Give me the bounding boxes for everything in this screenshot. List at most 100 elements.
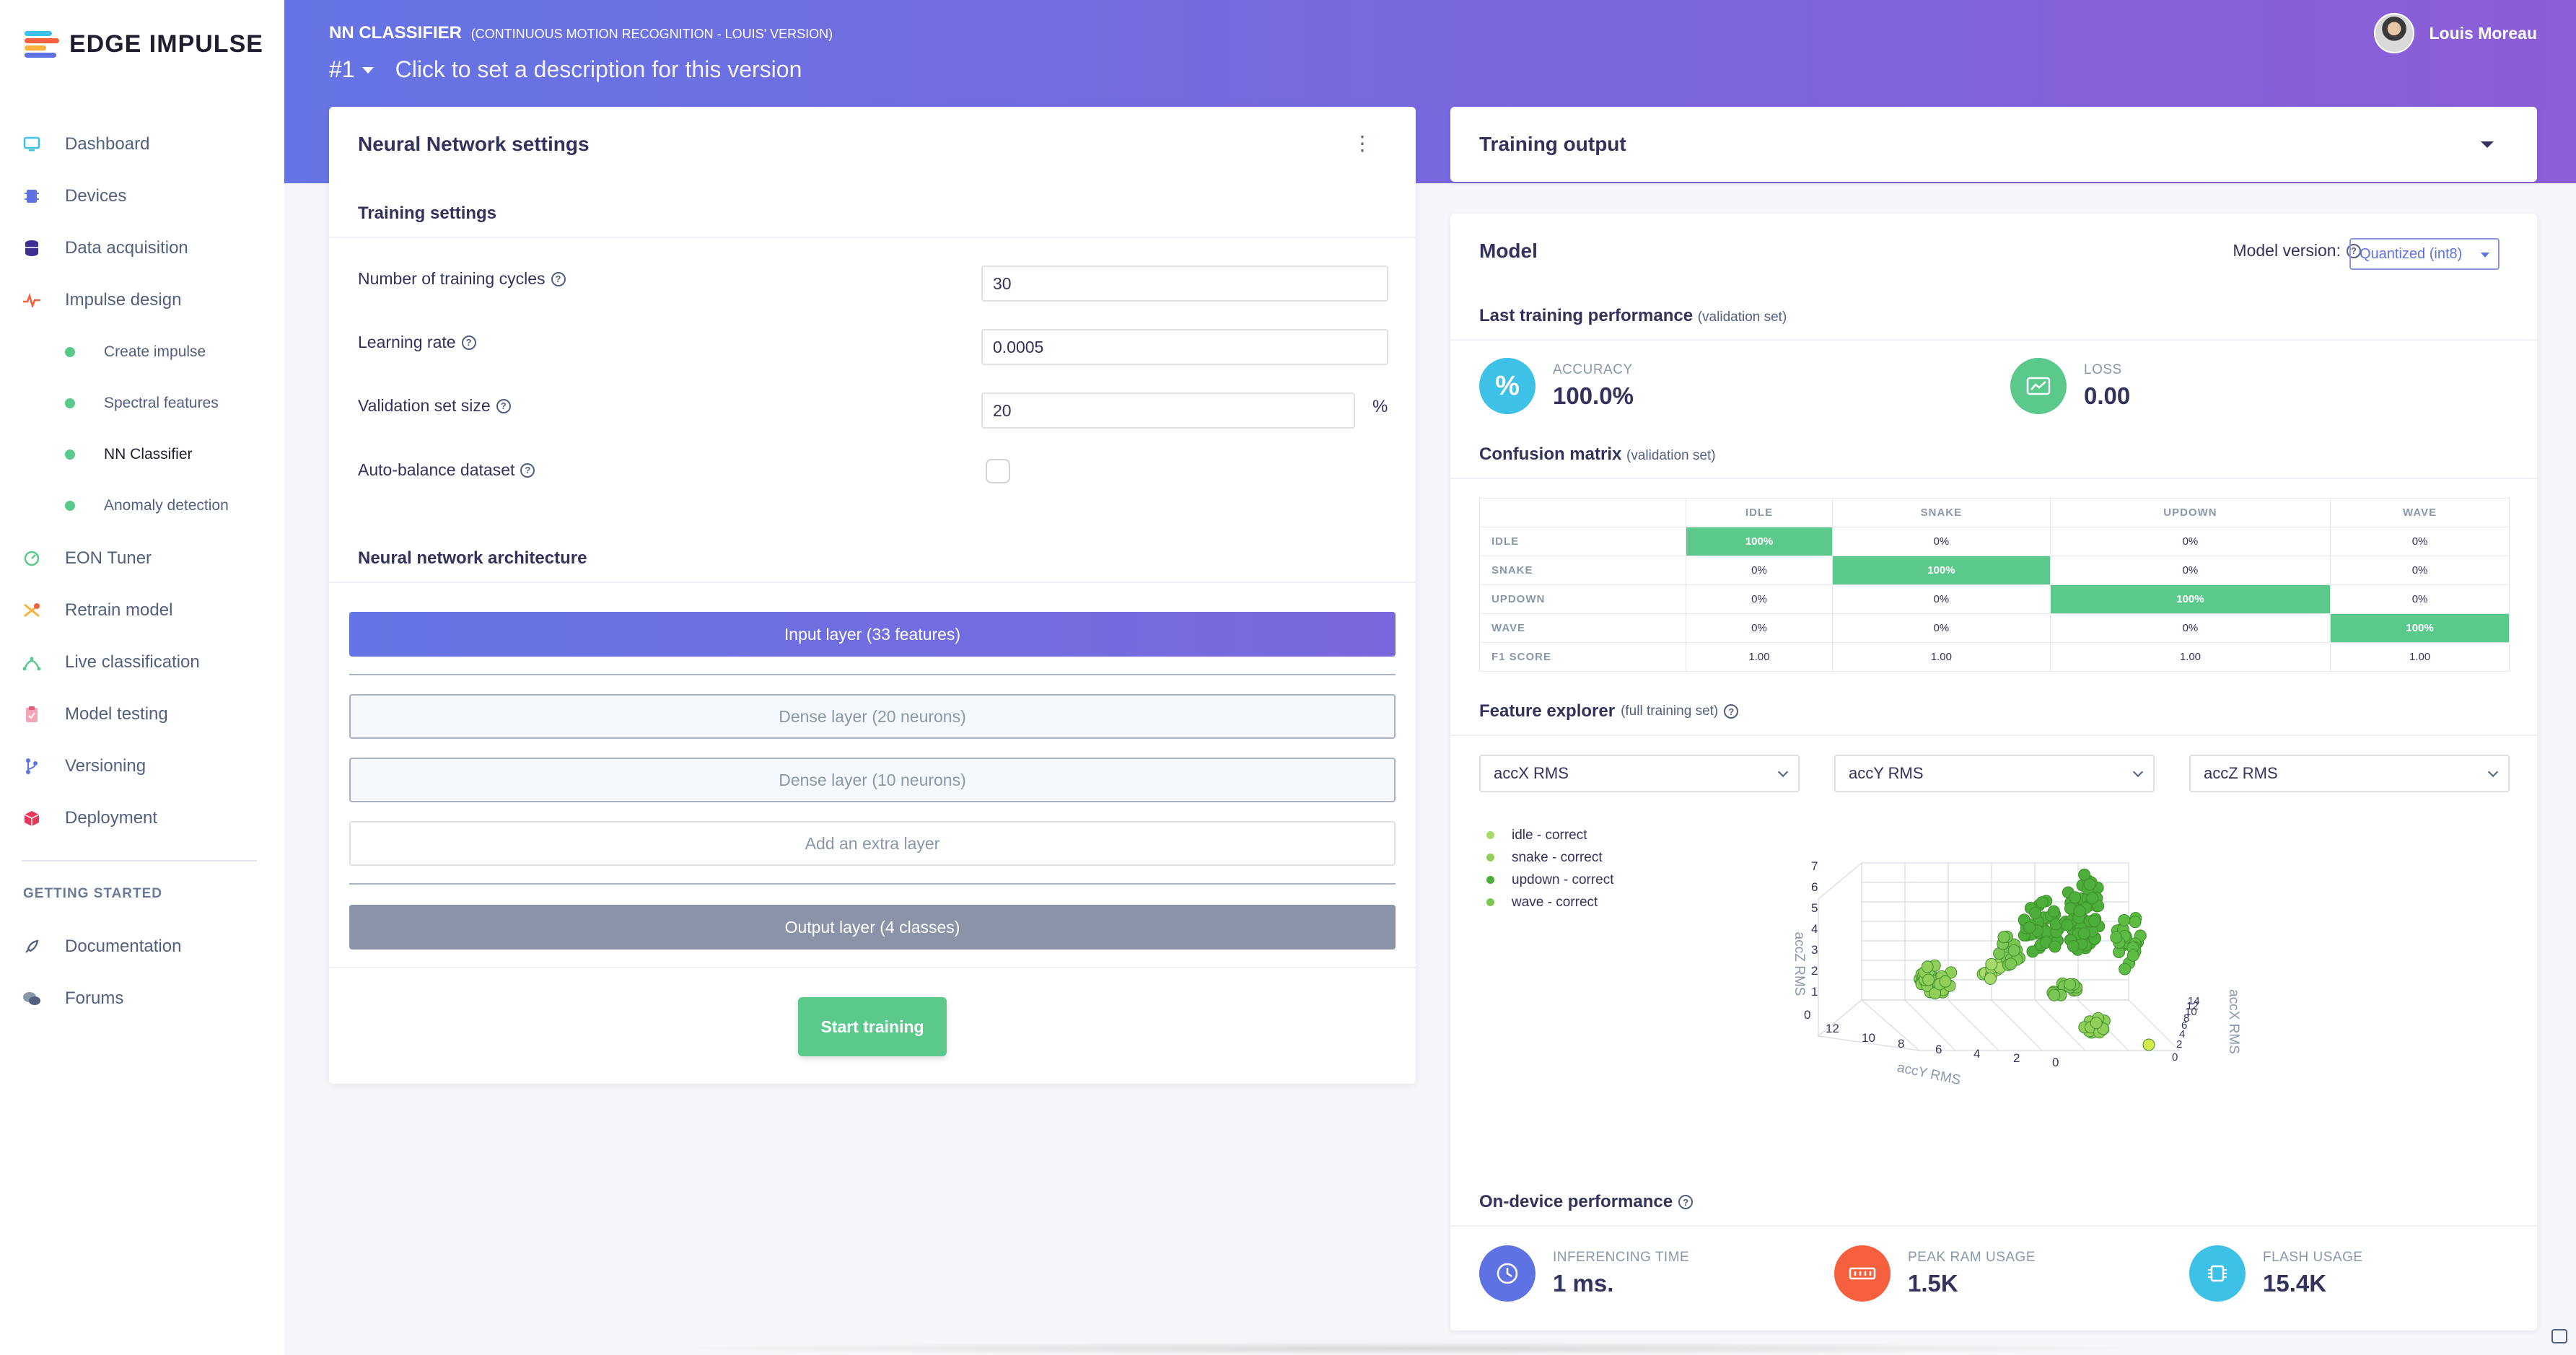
logo-icon (25, 30, 61, 58)
help-icon[interactable]: ? (520, 462, 535, 478)
scatter-point (2078, 868, 2091, 881)
z-tick: 4 (1811, 922, 1818, 936)
sidebar-subitem-label: Anomaly detection (104, 497, 229, 514)
training-output-card[interactable]: Training output (1450, 107, 2537, 182)
scatter-point (2036, 896, 2049, 909)
matrix-cell: 0% (2330, 527, 2510, 556)
start-training-button[interactable]: Start training (798, 997, 947, 1056)
learning-rate-input[interactable] (981, 329, 1388, 365)
on-device-performance-title: On-device performance ? (1479, 1192, 1694, 1212)
row-header: WAVE (1479, 613, 1686, 643)
divider (349, 883, 1396, 885)
scatter-point (2049, 940, 2062, 953)
card-title: Training output (1479, 133, 1626, 155)
chevron-down-icon (2487, 766, 2499, 778)
dense-layer-2[interactable]: Dense layer (10 neurons) (349, 758, 1396, 802)
loss-metric: LOSS 0.00 (2010, 358, 2130, 414)
feature-z-select[interactable]: accZ RMS (2189, 755, 2510, 792)
legend-dot (1486, 854, 1494, 861)
matrix-cell: 0% (1685, 613, 1834, 643)
matrix-cell: 100% (2330, 613, 2510, 643)
more-options-icon[interactable]: ⋮ (1352, 132, 1372, 154)
package-icon (22, 808, 42, 828)
chevron-down-icon[interactable] (2481, 141, 2494, 148)
feedback-icon[interactable] (2551, 1329, 2567, 1343)
user-menu[interactable]: Louis Moreau (2374, 13, 2537, 53)
help-icon[interactable]: ? (551, 271, 566, 286)
input-layer[interactable]: Input layer (33 features) (349, 612, 1396, 657)
sidebar-subitem-anomaly-detection[interactable]: Anomaly detection (65, 493, 229, 519)
sidebar-item-model-testing[interactable]: Model testing (22, 700, 168, 729)
avatar[interactable] (2374, 13, 2415, 53)
z-tick: 7 (1811, 859, 1818, 873)
sidebar-item-forums[interactable]: Forums (22, 984, 123, 1013)
sidebar-item-eon-tuner[interactable]: EON Tuner (22, 544, 152, 573)
help-icon[interactable]: ? (1724, 704, 1739, 719)
scatter-point (2086, 892, 2099, 905)
sidebar-subitem-label: NN Classifier (104, 446, 193, 462)
peak-ram-metric: PEAK RAM USAGE 1.5K (1834, 1245, 2036, 1302)
legend-label: snake - correct (1512, 849, 1603, 865)
scatter-point (1984, 972, 1997, 985)
divider (329, 967, 1416, 968)
scatter-point (2064, 978, 2077, 991)
confusion-matrix-title: Confusion matrix (validation set) (1479, 444, 1716, 465)
sidebar-item-label: Versioning (65, 756, 146, 776)
user-name: Louis Moreau (2429, 23, 2537, 43)
sidebar-item-impulse-design[interactable]: Impulse design (22, 286, 181, 315)
chat-icon (22, 988, 42, 1009)
bottom-shadow (649, 1342, 2165, 1355)
status-dot (65, 450, 75, 460)
sidebar-item-retrain-model[interactable]: Retrain model (22, 596, 172, 625)
sidebar-item-label: Data acquisition (65, 238, 188, 258)
add-layer-button[interactable]: Add an extra layer (349, 821, 1396, 866)
sidebar-item-live-classification[interactable]: Live classification (22, 648, 200, 677)
feature-y-select[interactable]: accY RMS (1834, 755, 2155, 792)
legend-item[interactable]: idle - correct (1486, 824, 1614, 846)
sidebar-subitem-label: Spectral features (104, 395, 219, 411)
version-dropdown[interactable]: #1 (329, 56, 355, 82)
table-header-cell (1479, 498, 1686, 527)
help-icon[interactable]: ? (1678, 1195, 1694, 1209)
scatter-point (2119, 962, 2132, 975)
table-row: SNAKE 0% 100% 0% 0% (1479, 556, 2510, 585)
model-version-select[interactable]: Quantized (int8) (2349, 238, 2500, 270)
chevron-down-icon[interactable] (362, 67, 374, 74)
legend-item[interactable]: snake - correct (1486, 846, 1614, 869)
sidebar-subitem-spectral-features[interactable]: Spectral features (65, 390, 219, 416)
sidebar-item-versioning[interactable]: Versioning (22, 752, 146, 781)
sidebar-item-deployment[interactable]: Deployment (22, 804, 157, 833)
sidebar-item-documentation[interactable]: Documentation (22, 932, 181, 961)
sidebar-item-data-acquisition[interactable]: Data acquisition (22, 234, 188, 263)
help-icon[interactable]: ? (2347, 243, 2361, 258)
select-value: accX RMS (1494, 764, 1569, 782)
model-version-label: Model version: ? (2233, 241, 2361, 260)
metric-label: FLASH USAGE (2263, 1250, 2363, 1265)
validation-size-input[interactable] (981, 393, 1355, 429)
sidebar-item-label: Devices (65, 186, 127, 206)
legend-item[interactable]: updown - correct (1486, 869, 1614, 891)
help-icon[interactable]: ? (461, 335, 476, 350)
training-cycles-input[interactable] (981, 266, 1388, 302)
metric-value: 0.00 (2084, 382, 2131, 409)
legend-item[interactable]: wave - correct (1486, 891, 1614, 913)
version-description[interactable]: Click to set a description for this vers… (395, 56, 802, 82)
scatter-point (2029, 907, 2042, 919)
scatter-point (2047, 905, 2060, 918)
table-header-cell: SNAKE (1832, 498, 2051, 527)
sidebar-item-dashboard[interactable]: Dashboard (22, 130, 149, 159)
sidebar-subitem-nn-classifier[interactable]: NN Classifier (65, 442, 193, 468)
feature-scatter-plot[interactable]: 7 6 5 4 3 2 1 0 12 10 8 6 4 2 0 0 2 4 6 … (1739, 834, 2244, 1094)
dense-layer-1[interactable]: Dense layer (20 neurons) (349, 694, 1396, 739)
help-icon[interactable]: ? (496, 398, 511, 413)
output-layer[interactable]: Output layer (4 classes) (349, 905, 1396, 950)
logo[interactable]: EDGE IMPULSE (25, 27, 263, 61)
auto-balance-checkbox[interactable] (986, 459, 1010, 483)
sidebar-item-devices[interactable]: Devices (22, 182, 126, 211)
scatter-point (2083, 878, 2096, 891)
feature-x-select[interactable]: accX RMS (1479, 755, 1800, 792)
sidebar-item-label: Model testing (65, 704, 168, 724)
scatter-point (2069, 891, 2082, 904)
table-row: F1 SCORE 1.00 1.00 1.00 1.00 (1479, 642, 2510, 672)
sidebar-subitem-create-impulse[interactable]: Create impulse (65, 339, 206, 365)
